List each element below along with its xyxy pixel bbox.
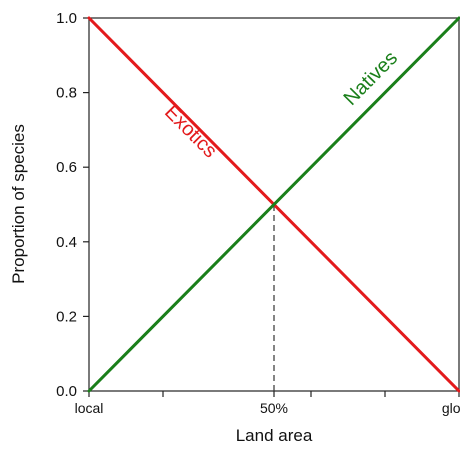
exotics-label: Exotics bbox=[160, 101, 221, 162]
series-labels: Exotics Natives bbox=[160, 47, 402, 162]
y-tick-label: 0.4 bbox=[56, 234, 77, 251]
y-tick-label: 0.8 bbox=[56, 85, 77, 102]
x-tick-label: local bbox=[75, 400, 104, 416]
y-tick-label: 0.0 bbox=[56, 383, 77, 400]
y-axis-title: Proportion of species bbox=[9, 124, 28, 284]
x-tick-label: 50% bbox=[260, 400, 288, 416]
x-axis-ticks: local 50% globe bbox=[75, 391, 460, 416]
y-tick-label: 0.6 bbox=[56, 159, 77, 176]
series-lines bbox=[87, 16, 460, 393]
y-axis-ticks: 0.0 0.2 0.4 0.6 0.8 1.0 bbox=[56, 10, 89, 400]
x-axis-title: Land area bbox=[236, 426, 313, 445]
natives-line bbox=[87, 16, 460, 393]
x-tick-label: globe bbox=[442, 400, 460, 416]
y-tick-label: 1.0 bbox=[56, 10, 77, 27]
natives-label: Natives bbox=[340, 47, 403, 110]
y-tick-label: 0.2 bbox=[56, 308, 77, 325]
